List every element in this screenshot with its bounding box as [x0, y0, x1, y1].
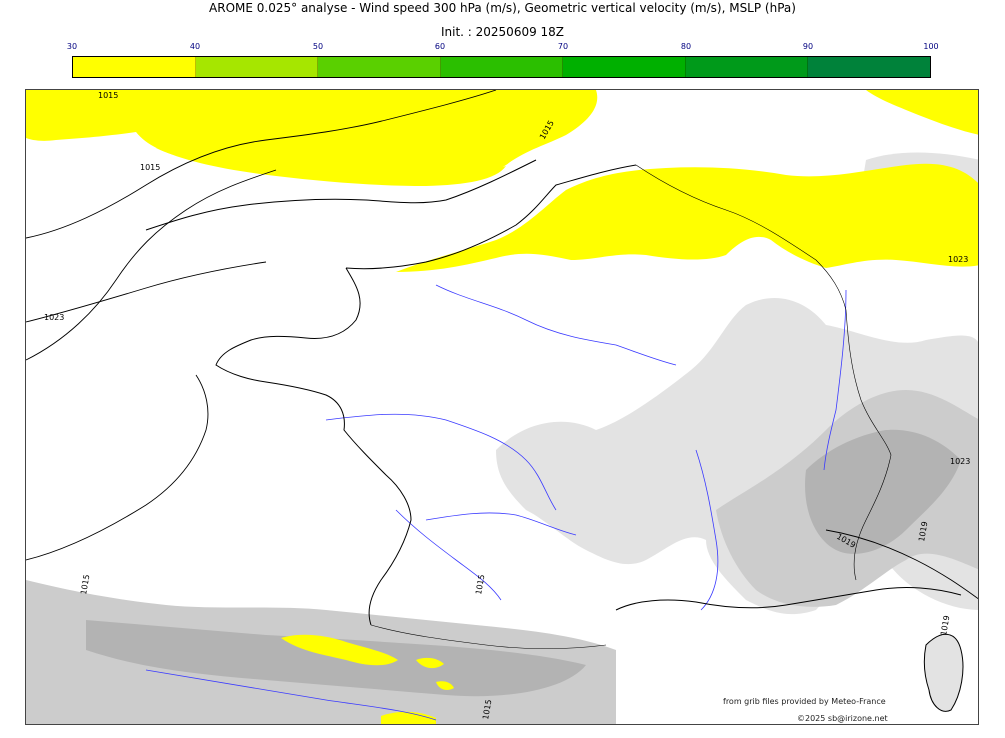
border-france-east [635, 164, 892, 581]
isobar-1019-south [26, 374, 209, 561]
terrain-shading-pyrenees-high [86, 620, 586, 697]
colorbar-tick-label: 50 [312, 42, 324, 51]
colorbar-segment-30-40 [73, 57, 196, 77]
wind-area-pyrenees-small-1 [281, 634, 398, 666]
isobar-labels: 1015 1015 1023 1023 1023 1015 1015 1015 … [44, 91, 970, 720]
chart-title: AROME 0.025° analyse - Wind speed 300 hP… [209, 1, 796, 15]
rivers [145, 284, 847, 721]
coastline-france-west [215, 267, 412, 626]
coastlines [145, 159, 964, 712]
coastline-england-south [145, 159, 537, 231]
isobar-1015-north [26, 90, 497, 239]
isobar-1015-west [26, 169, 277, 361]
coastline-mediterranean [615, 587, 962, 611]
coastline-corsica [923, 633, 964, 712]
isobar-label: 1015 [79, 574, 91, 596]
border-france-spain [370, 624, 607, 650]
river-garonne [395, 509, 502, 601]
copyright-credit: ©2025 sb@irizone.net [797, 714, 888, 723]
coastline-france-north [345, 164, 637, 270]
colorbar-tick-label: 100 [923, 42, 939, 51]
isobar-1023 [26, 261, 267, 323]
river-ebro [145, 669, 437, 721]
wind-area-benelux [396, 163, 978, 272]
isobars [26, 90, 978, 600]
colorbar-segment-70-80 [563, 57, 686, 77]
wind-speed-areas [26, 90, 978, 724]
wind-area-pyrenees-small-4 [436, 681, 454, 690]
terrain-shading-alps-high [805, 429, 961, 554]
river-rhone [695, 449, 719, 611]
colorbar-segment-50-60 [318, 57, 441, 77]
colorbar-segment-60-70 [440, 57, 564, 77]
terrain-shading-corsica [924, 634, 963, 712]
wind-area-pyrenees-small-3 [381, 711, 436, 724]
wind-area-channel-strip [156, 148, 506, 186]
isobar-label: 1019 [939, 615, 951, 637]
isobar-label: 1019 [917, 521, 929, 543]
map-canvas: 1015 1015 1023 1023 1023 1015 1015 1015 … [26, 90, 978, 724]
wind-speed-colorbar [72, 56, 931, 78]
isobar-label: 1023 [44, 313, 64, 322]
wind-area-ne-corner [866, 90, 978, 135]
source-credit: from grib files provided by Meteo-France [723, 697, 886, 706]
colorbar-segment-40-50 [195, 57, 319, 77]
colorbar-tick-label: 40 [189, 42, 201, 51]
colorbar-tick-label: 90 [802, 42, 814, 51]
colorbar-tick-label: 80 [680, 42, 692, 51]
wind-area-england [26, 90, 598, 182]
isobar-label: 1015 [140, 163, 160, 172]
colorbar-tick-label: 30 [66, 42, 78, 51]
wind-area-pyrenees-small-2 [416, 657, 444, 669]
colorbar-tick-label: 70 [557, 42, 569, 51]
isobar-label: 1015 [481, 699, 493, 721]
isobar-label: 1015 [98, 91, 118, 100]
isobar-1019-east [825, 529, 978, 600]
isobar-label: 1023 [948, 255, 968, 264]
colorbar-tick-label: 60 [434, 42, 446, 51]
river-loire [325, 413, 557, 511]
isobar-label: 1015 [474, 574, 486, 596]
river-rhine [823, 289, 847, 471]
colorbar-segment-80-90 [685, 57, 809, 77]
init-time-label: Init. : 20250609 18Z [440, 25, 565, 39]
river-seine [435, 284, 677, 366]
isobar-label: 1023 [950, 457, 970, 466]
weather-map: 1015 1015 1023 1023 1023 1015 1015 1015 … [25, 89, 979, 725]
colorbar-segment-90-100 [808, 57, 931, 77]
river-dordogne [425, 512, 577, 536]
